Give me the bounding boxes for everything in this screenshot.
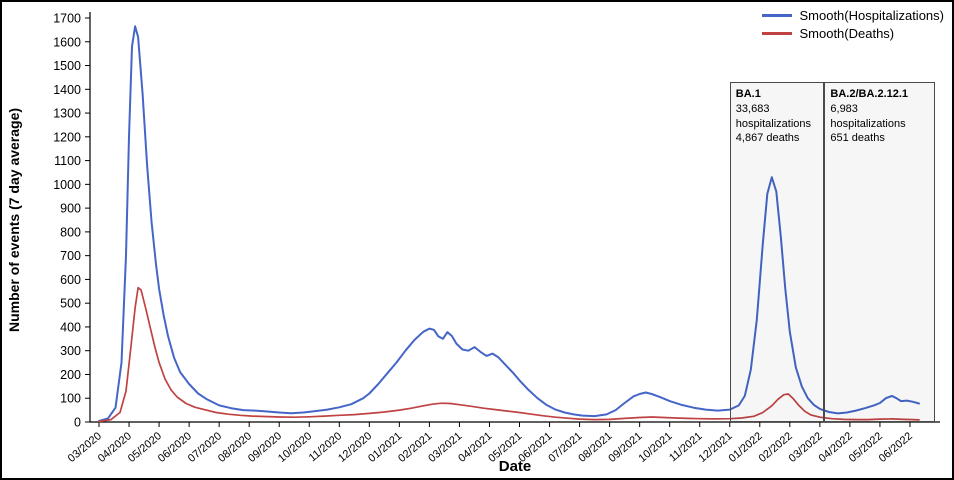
y-tick-label: 800 bbox=[60, 225, 81, 239]
y-tick-label: 500 bbox=[60, 297, 81, 311]
y-tick-label: 1100 bbox=[54, 154, 81, 168]
y-tick-label: 400 bbox=[60, 320, 81, 334]
legend-label-hospitalizations: Smooth(Hospitalizations) bbox=[799, 8, 944, 23]
y-tick-label: 600 bbox=[60, 273, 81, 287]
legend: Smooth(Hospitalizations) Smooth(Deaths) bbox=[762, 8, 944, 41]
y-tick-label: 1300 bbox=[53, 107, 81, 121]
annotation-title: BA.1 bbox=[735, 88, 761, 101]
y-tick-label: 1700 bbox=[53, 12, 81, 26]
series-line-hospitalizations bbox=[98, 25, 920, 422]
y-tick-label: 1000 bbox=[53, 178, 81, 192]
annotation-line: 33,683 bbox=[735, 103, 770, 116]
legend-line-deaths-icon bbox=[762, 32, 793, 35]
legend-item-deaths: Smooth(Deaths) bbox=[762, 26, 944, 41]
annotation-line: 4,867 deaths bbox=[735, 132, 800, 145]
annotation-line: hospitalizations bbox=[735, 117, 812, 130]
y-tick-label: 1500 bbox=[53, 59, 81, 73]
y-tick-label: 200 bbox=[60, 368, 81, 382]
legend-item-hospitalizations: Smooth(Hospitalizations) bbox=[762, 8, 944, 23]
y-tick-label: 100 bbox=[60, 392, 81, 406]
series-line-deaths bbox=[98, 286, 920, 423]
y-tick-label: 900 bbox=[60, 202, 81, 216]
annotation-box-ba2: BA.2/BA.2.12.1 6,983 hospitalizations 65… bbox=[824, 82, 936, 422]
y-tick-label: 1200 bbox=[53, 130, 81, 144]
annotation-line: 6,983 bbox=[830, 103, 858, 116]
y-tick-label: 1400 bbox=[53, 83, 81, 97]
y-tick-label: 1600 bbox=[53, 35, 81, 49]
legend-label-deaths: Smooth(Deaths) bbox=[799, 26, 895, 41]
x-axis-title: Date bbox=[498, 458, 532, 475]
annotation-box-ba1: BA.1 33,683 hospitalizations 4,867 death… bbox=[729, 82, 825, 422]
annotation-line: hospitalizations bbox=[830, 117, 906, 130]
y-axis-title: Number of events (7 day average) bbox=[6, 107, 22, 333]
y-tick-label: 700 bbox=[60, 249, 81, 263]
y-tick-label: 300 bbox=[60, 344, 81, 358]
legend-line-hospitalizations-icon bbox=[762, 14, 793, 17]
annotation-line: 651 deaths bbox=[830, 132, 885, 145]
y-tick-label: 0 bbox=[74, 416, 81, 430]
annotation-title: BA.2/BA.2.12.1 bbox=[830, 88, 909, 101]
